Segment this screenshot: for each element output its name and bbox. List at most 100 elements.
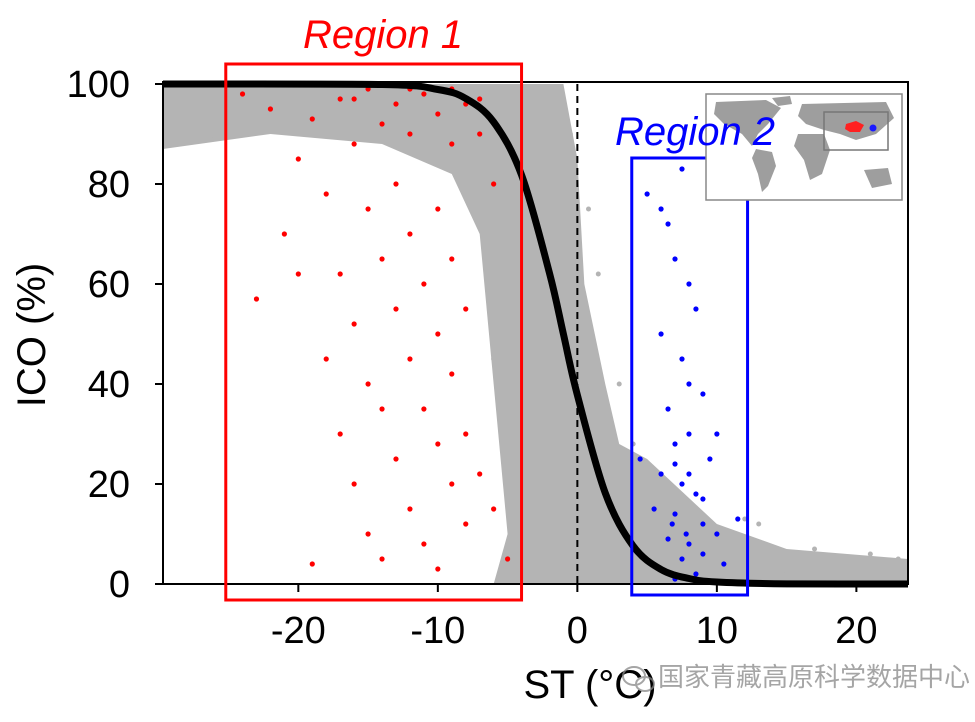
- region2-point: [679, 356, 685, 362]
- background-point: [867, 551, 873, 557]
- region2-point: [700, 496, 706, 502]
- region1-point: [435, 331, 441, 337]
- y-tick-label: 80: [88, 164, 130, 206]
- background-point: [742, 536, 748, 542]
- background-point: [756, 521, 762, 527]
- background-point: [198, 96, 204, 102]
- region1-point: [337, 271, 343, 277]
- region1-point: [379, 556, 385, 562]
- region1-point: [449, 256, 455, 262]
- region2-point: [637, 456, 643, 462]
- x-tick-label: 0: [567, 610, 588, 652]
- region1-point: [435, 206, 441, 212]
- region1-point: [393, 306, 399, 312]
- axis-ticks: -20 -10 0 10 20 0 20 40 60 80 100: [67, 64, 878, 652]
- background-point: [686, 506, 692, 512]
- region1-point: [379, 256, 385, 262]
- background-point: [253, 126, 259, 132]
- y-tick-label: 40: [88, 364, 130, 406]
- background-point: [586, 206, 592, 212]
- region1-point: [463, 431, 469, 437]
- region1-point: [449, 141, 455, 147]
- region1-point: [393, 456, 399, 462]
- region2-point: [665, 536, 671, 542]
- region2-location-marker: [869, 124, 877, 132]
- y-axis-label: ICO (%): [10, 263, 54, 407]
- watermark: 国家青藏高原科学数据中心: [622, 662, 970, 692]
- region2-point: [700, 391, 706, 397]
- region1-point: [253, 296, 260, 302]
- region1-point: [379, 121, 385, 127]
- region1-point: [407, 131, 413, 137]
- region-boxes: [224, 62, 750, 602]
- y-tick-label: 20: [88, 464, 130, 506]
- x-tick-label: -20: [271, 610, 326, 652]
- background-point: [212, 136, 218, 142]
- region1-point: [477, 96, 483, 102]
- background-point: [546, 131, 552, 137]
- background-point: [728, 556, 734, 562]
- region2-point: [679, 556, 685, 562]
- background-point: [588, 356, 594, 362]
- region2-point: [686, 471, 692, 477]
- region1-point: [435, 566, 441, 572]
- x-tick-label: -10: [410, 610, 465, 652]
- region1-point: [337, 431, 343, 437]
- region2-point: [700, 551, 706, 557]
- region1-point: [504, 556, 511, 562]
- region1-point: [365, 381, 371, 387]
- y-tick-label: 60: [88, 264, 130, 306]
- region2-box: [630, 156, 750, 597]
- background-points-layer: [163, 84, 908, 584]
- region1-point: [309, 116, 315, 122]
- region2-point: [658, 471, 664, 477]
- region2-point: [721, 561, 727, 567]
- region2-point: [672, 441, 678, 447]
- region2-point: [665, 406, 671, 412]
- background-point: [609, 481, 615, 487]
- region1-point: [351, 141, 357, 147]
- region1-point: [323, 356, 329, 362]
- region1-point: [435, 111, 441, 117]
- region2-point: [644, 191, 650, 197]
- region1-point: [309, 561, 315, 567]
- region2-point: [714, 431, 720, 437]
- background-point: [714, 541, 720, 547]
- background-point: [853, 571, 859, 577]
- region2-point: [669, 521, 675, 527]
- background-point: [812, 546, 818, 552]
- region1-point: [379, 406, 385, 412]
- background-point: [825, 566, 831, 572]
- background-point: [839, 556, 845, 562]
- region2-point: [693, 491, 699, 497]
- watermark-text: 国家青藏高原科学数据中心: [658, 662, 970, 692]
- background-point: [574, 306, 580, 312]
- region2-point: [693, 571, 699, 577]
- x-tick-label: 10: [696, 610, 738, 652]
- region2-point: [707, 456, 713, 462]
- fitted-curve: [162, 80, 909, 588]
- region2-point: [672, 461, 678, 467]
- background-point: [784, 571, 790, 577]
- region1-point: [449, 371, 455, 377]
- background-point: [491, 356, 497, 362]
- region1-point: [421, 281, 427, 287]
- region2-point: [700, 521, 706, 527]
- region1-point: [421, 541, 427, 547]
- region2-point: [686, 281, 692, 287]
- region2-point: [679, 481, 685, 487]
- region1-point: [351, 321, 357, 327]
- region1-point: [491, 181, 497, 187]
- inset-zoom-box: [823, 111, 889, 151]
- y-tick-label: 0: [109, 564, 130, 606]
- region2-point: [686, 381, 692, 387]
- wechat-icon: [622, 666, 655, 692]
- background-dense-region: [163, 84, 908, 584]
- region1-location-marker: [845, 121, 864, 132]
- background-point: [533, 181, 538, 187]
- region1-point: [267, 106, 274, 112]
- plot-frame: [162, 81, 909, 585]
- background-point: [560, 231, 566, 237]
- region1-point: [421, 91, 427, 97]
